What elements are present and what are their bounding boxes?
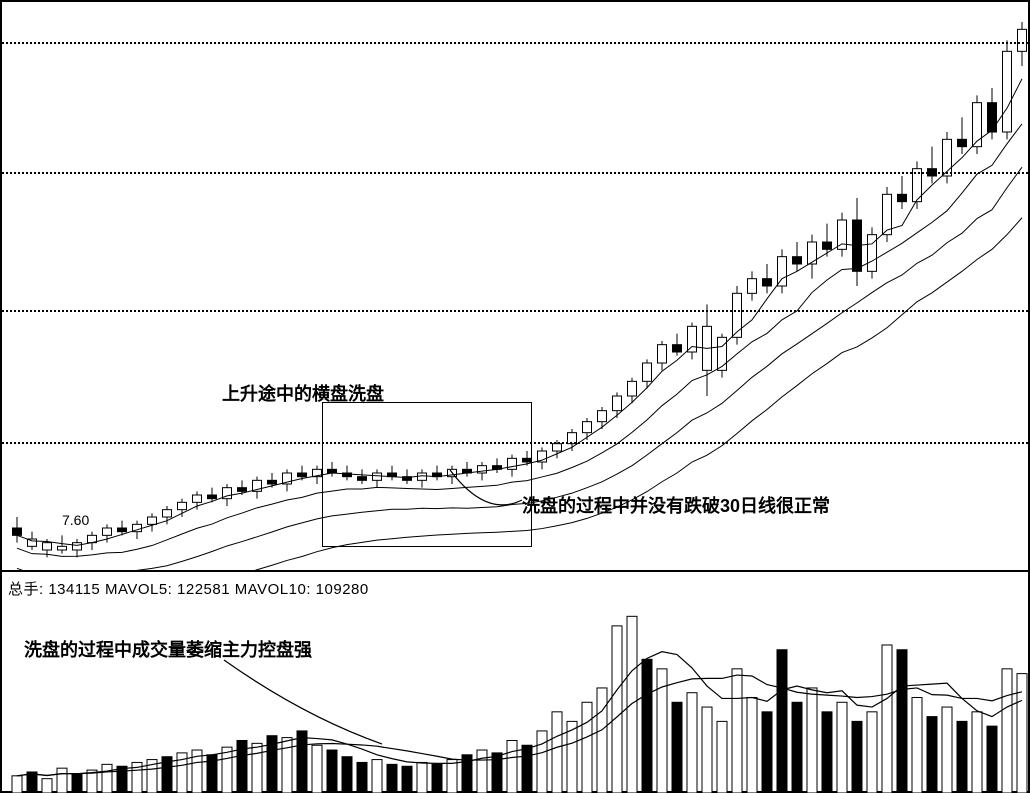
annotation-consolidation-label: 上升途中的横盘洗盘 — [222, 380, 384, 406]
price-chart-panel[interactable]: 上升途中的横盘洗盘 洗盘的过程中并没有跌破30日线很正常 7.60 — [2, 2, 1028, 572]
annotation-ma30-label: 洗盘的过程中并没有跌破30日线很正常 — [522, 492, 830, 518]
annotation-volume-shrink-label: 洗盘的过程中成交量萎缩主力控盘强 — [24, 636, 312, 662]
volume-bars-svg — [2, 574, 1028, 793]
price-level-label: 7.60 — [62, 512, 89, 528]
stock-chart-container: 上升途中的横盘洗盘 洗盘的过程中并没有跌破30日线很正常 7.60 总手: 13… — [0, 0, 1030, 793]
volume-chart-panel[interactable]: 总手: 134115 MAVOL5: 122581 MAVOL10: 10928… — [2, 574, 1028, 793]
consolidation-box-annotation — [322, 402, 532, 547]
